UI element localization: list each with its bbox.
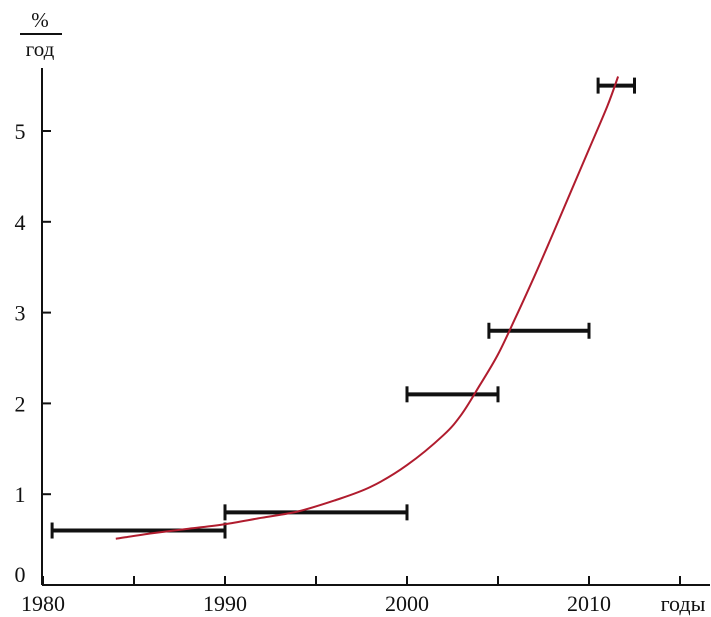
y-tick-label-0: 0 [15,562,26,587]
y-axis-unit: % год [20,8,62,61]
interval-2 [223,504,409,521]
y-tick-label-4: 4 [15,210,26,235]
y-axis-unit-denominator: год [26,37,55,61]
x-tick-label-1990: 1990 [203,591,247,616]
trend-curve-layer [115,76,620,540]
axes [41,68,710,586]
trend-curve [115,76,620,540]
x-tick-label-1980: 1980 [21,591,65,616]
intervals [50,77,636,539]
x-tick-label-2010: 2010 [567,591,611,616]
x-axis-label: годы [661,591,706,616]
y-ticks: 0 1 2 3 4 5 [15,119,51,587]
x-tick-label-2000: 2000 [385,591,429,616]
y-axis-unit-numerator: % [31,8,49,32]
x-ticks: 1980 1990 2000 2010 [21,576,681,616]
y-tick-label-2: 2 [15,391,26,416]
interval-3 [405,386,500,403]
y-tick-label-1: 1 [15,482,26,507]
y-tick-label-5: 5 [15,119,26,144]
y-tick-label-3: 3 [15,301,26,326]
interval-4 [487,322,591,339]
interval-5 [596,77,636,94]
